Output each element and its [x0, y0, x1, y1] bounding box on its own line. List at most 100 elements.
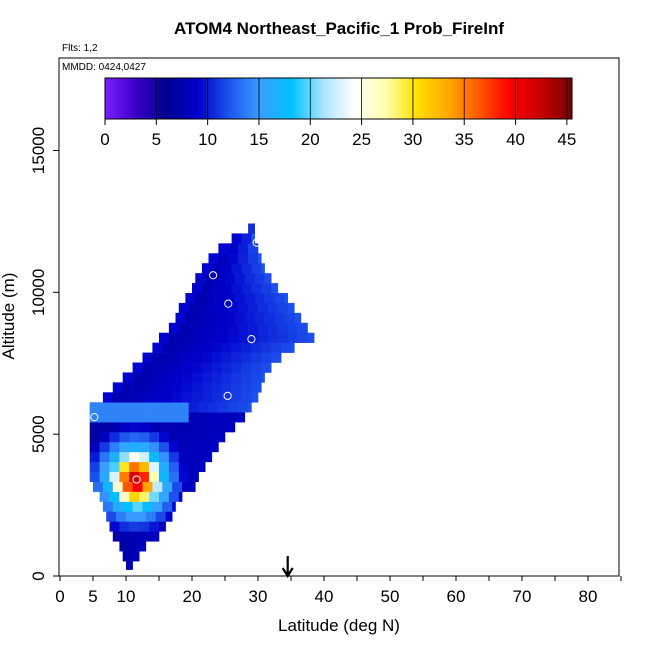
heatmap-cell	[244, 293, 255, 304]
colorbar-swatch	[125, 78, 129, 119]
heatmap-cell	[287, 302, 295, 314]
heatmap-cell	[149, 491, 160, 502]
heatmap-cell	[172, 382, 183, 393]
colorbar-tick-label: 20	[301, 130, 320, 149]
heatmap-cell	[208, 332, 219, 343]
heatmap-cell	[307, 332, 315, 343]
heatmap-cell	[218, 322, 229, 334]
heatmap-cell	[89, 432, 100, 443]
heatmap-cell	[122, 531, 133, 542]
heatmap-cell	[192, 481, 196, 492]
heatmap-cell	[99, 412, 110, 423]
heatmap-cell	[241, 263, 252, 274]
heatmap-cell	[142, 392, 153, 403]
heatmap-cell	[231, 372, 242, 383]
heatmap-cell	[297, 332, 308, 343]
heatmap-cell	[172, 342, 183, 353]
date-note: MMDD: 0424,0427	[62, 62, 146, 73]
heatmap-cell	[109, 521, 120, 532]
heatmap-cell	[248, 402, 252, 413]
heatmap-cell	[152, 372, 163, 383]
heatmap-cell	[248, 243, 259, 254]
colorbar-swatch	[302, 78, 306, 119]
heatmap-cell	[175, 312, 186, 324]
heatmap-cell	[261, 362, 272, 373]
heatmap-cell	[99, 422, 110, 433]
heatmap-cell	[129, 491, 140, 502]
heatmap-cell	[198, 402, 209, 413]
colorbar-swatch	[374, 78, 378, 119]
heatmap-cell	[112, 392, 123, 403]
heatmap-cell	[198, 461, 206, 473]
heatmap-cell	[112, 382, 123, 393]
heatmap-cell	[129, 451, 140, 463]
heatmap-cell	[168, 422, 180, 433]
heatmap-cell	[218, 422, 229, 433]
heatmap-cell	[112, 481, 123, 492]
colorbar-swatch	[431, 78, 435, 119]
colorbar-swatch	[504, 78, 508, 119]
heatmap-cell	[198, 322, 209, 334]
colorbar-swatch	[123, 78, 127, 119]
colorbar-swatch	[260, 78, 264, 119]
x-axis-tick-label: 5	[88, 587, 97, 606]
heatmap-cell	[142, 372, 153, 383]
colorbar-swatch	[322, 78, 326, 119]
colorbar-swatch	[530, 78, 534, 119]
heatmap-cell	[291, 342, 295, 353]
colorbar-swatch	[242, 78, 246, 119]
heatmap-cell	[231, 342, 242, 353]
heatmap-cell	[152, 392, 163, 403]
colorbar-swatch	[514, 78, 518, 119]
colorbar-swatch	[159, 78, 163, 119]
heatmap-cell	[248, 223, 255, 234]
colorbar-swatch	[115, 78, 119, 119]
heatmap-cell	[126, 559, 133, 570]
colorbar-swatch	[408, 78, 412, 119]
heatmap-cell	[168, 491, 180, 502]
colorbar-swatch	[312, 78, 316, 119]
heatmap-cell	[178, 422, 189, 433]
colorbar-swatch	[110, 78, 114, 119]
colorbar-swatch	[416, 78, 420, 119]
heatmap-cell	[225, 293, 236, 304]
heatmap-cell	[221, 263, 232, 274]
heatmap-cell	[208, 412, 219, 423]
heatmap-cell	[119, 541, 130, 552]
heatmap-cell	[139, 471, 150, 482]
heatmap-cell	[152, 352, 163, 363]
heatmap-cell	[162, 372, 173, 383]
colorbar-swatch	[289, 78, 293, 119]
heatmap-cell	[238, 332, 249, 343]
heatmap-cell	[178, 402, 189, 413]
colorbar-swatch	[120, 78, 124, 119]
heatmap-cell	[228, 253, 239, 264]
heatmap-cell	[109, 491, 120, 502]
colorbar-swatch	[335, 78, 339, 119]
heatmap-cell	[234, 273, 246, 284]
heatmap-cell	[201, 283, 213, 294]
colorbar-swatch	[561, 78, 565, 119]
colorbar-swatch	[175, 78, 179, 119]
heatmap-cell	[264, 312, 275, 324]
heatmap-cell	[205, 273, 216, 284]
y-axis-label: Altitude (m)	[0, 273, 18, 360]
colorbar-swatch	[437, 78, 441, 119]
heatmap-cell	[168, 412, 180, 423]
x-axis-tick-label: 80	[579, 587, 598, 606]
colorbar-swatch	[255, 78, 259, 119]
heatmap-cell	[119, 422, 130, 433]
heatmap-cell	[261, 352, 272, 363]
heatmap-cell	[234, 312, 246, 324]
colorbar-swatch	[382, 78, 386, 119]
heatmap-cell	[159, 432, 170, 443]
x-axis-tick-label: 20	[183, 587, 202, 606]
heatmap-cell	[99, 461, 110, 473]
heatmap-cell	[129, 412, 140, 423]
colorbar-swatch	[478, 78, 482, 119]
heatmap-cell	[152, 362, 163, 373]
heatmap-cell	[139, 541, 147, 552]
colorbar-swatch	[494, 78, 498, 119]
colorbar-swatch	[151, 78, 155, 119]
heatmap-cell	[208, 402, 219, 413]
